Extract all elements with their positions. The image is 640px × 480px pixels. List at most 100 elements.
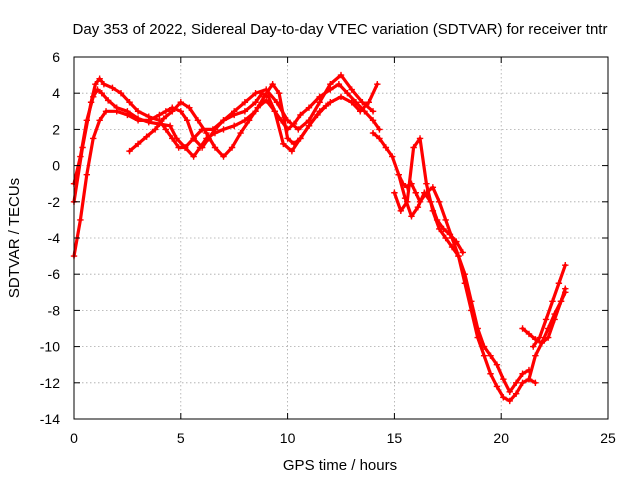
plus-marker [391,189,398,196]
y-tick-label: -8 [48,302,61,318]
plus-marker [500,394,507,401]
plus-marker [348,86,355,93]
plus-marker [337,71,345,79]
series-line [371,131,537,403]
plus-marker [335,80,343,88]
plus-marker [344,90,351,97]
y-tick-label: -10 [40,339,60,355]
plus-marker [525,375,533,383]
plus-marker [284,135,291,142]
series-track-3 [70,80,381,187]
plus-marker [453,238,460,245]
plus-marker [348,99,355,106]
plus-marker [423,180,430,187]
plus-marker [538,339,545,347]
plus-marker [532,352,539,359]
data-series [70,71,569,405]
plus-marker [177,108,184,115]
chart-title: Day 353 of 2022, Sidereal Day-to-day VTE… [73,21,608,38]
plus-marker [357,108,364,115]
plus-marker [288,147,296,155]
y-tick-label: 4 [52,85,60,101]
plus-marker [231,108,238,115]
plus-marker [525,330,533,338]
plus-marker [530,343,537,350]
grid-lines [74,57,608,419]
plus-marker [203,129,210,137]
y-tick-label: -4 [48,230,61,246]
plus-marker [337,93,345,101]
plus-marker [562,289,569,296]
plus-marker [90,93,97,101]
plus-marker [455,252,462,260]
series-line [531,263,567,349]
plus-marker [100,80,108,88]
plus-marker [280,140,287,148]
plus-marker [77,216,84,224]
plus-marker [254,104,261,111]
plus-marker [305,122,313,129]
x-axis-label: GPS time / hours [283,457,397,474]
plus-marker [536,334,543,341]
plus-marker [211,144,219,151]
plus-marker [461,271,469,278]
y-axis-label: SDTVAR / TECUs [6,178,23,298]
plus-marker [389,153,396,160]
plus-marker [427,198,434,205]
plus-marker [96,117,103,124]
plus-marker [429,184,437,191]
tick-labels: 0 5 10 15 20 25 -14 -12 -10 -8 -6 -4 -2 0 2 4 6 [40,49,616,446]
x-tick-label: 20 [493,430,509,446]
plus-marker [295,126,302,133]
series-line [527,290,567,381]
plus-marker [519,370,526,377]
plus-marker [220,117,227,124]
series-line [392,136,531,394]
x-tick-label: 10 [280,430,296,446]
plus-marker [327,99,334,106]
plus-marker [228,144,236,151]
plus-marker [544,334,552,341]
series-track-9 [530,261,569,350]
plus-marker [487,352,494,359]
plus-marker [551,310,558,318]
plus-marker [468,298,475,305]
plus-marker [173,135,180,142]
plus-marker [532,379,539,386]
plus-marker [126,99,133,106]
plus-marker [519,379,526,386]
plus-marker [145,113,152,120]
plus-marker [506,397,513,405]
plus-marker [156,111,163,119]
plus-marker [487,370,494,377]
plus-marker [440,225,447,233]
plus-marker [374,80,381,88]
plus-marker [544,325,552,332]
series-line [72,73,375,204]
plus-marker [369,129,377,137]
plus-marker [260,93,268,101]
plus-marker [151,126,159,133]
plus-marker [145,118,152,126]
plus-marker [190,153,197,160]
plus-marker [327,80,334,88]
plus-marker [480,352,488,359]
plus-marker [220,126,227,133]
plus-marker [512,379,520,386]
plus-marker [96,75,103,82]
plus-marker [557,298,565,305]
plus-marker [542,316,550,323]
plus-marker [480,343,488,350]
plus-marker [162,108,170,115]
plus-marker [196,144,204,151]
plus-marker [113,104,120,111]
plus-marker [162,126,170,133]
plus-marker [322,102,330,110]
plus-marker [134,140,142,148]
plus-marker [90,135,97,142]
x-tick-label: 0 [70,430,78,446]
plus-marker [194,117,202,124]
plus-marker [209,126,217,133]
plus-marker [124,108,131,115]
